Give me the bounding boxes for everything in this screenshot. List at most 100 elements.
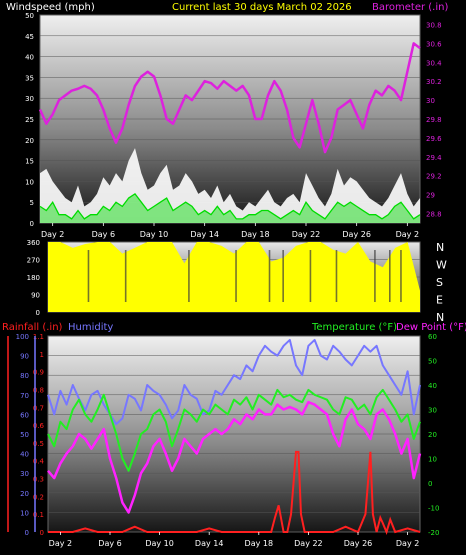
windspeed-area bbox=[40, 193, 420, 223]
humidity-tick-label: 60 bbox=[20, 411, 29, 419]
compass-label: N bbox=[436, 311, 444, 324]
x-tick-label: Day 10 bbox=[145, 539, 174, 548]
humidity-tick-label: 20 bbox=[20, 490, 29, 498]
direction-gap bbox=[124, 250, 127, 302]
x-tick-label: Day 22 bbox=[292, 230, 321, 239]
direction-gap bbox=[389, 250, 391, 302]
dewpoint-axis-title: Dew Point (°F) bbox=[396, 322, 466, 333]
windspeed-tick-label: 30 bbox=[25, 95, 34, 103]
humidity-axis-title: Humidity bbox=[68, 322, 113, 333]
direction-gap bbox=[188, 250, 190, 302]
rainfall-tick-label: 0.8 bbox=[33, 386, 44, 394]
rainfall-tick-label: 0.2 bbox=[33, 493, 44, 501]
barometer-tick-label: 29.2 bbox=[426, 173, 442, 181]
rainfall-tick-label: 0.7 bbox=[33, 404, 44, 412]
x-tick-label: Day 2 bbox=[49, 539, 72, 548]
wind-direction-series bbox=[48, 242, 420, 312]
direction-tick-label: 270 bbox=[27, 257, 40, 265]
x-tick-label: Day 26 bbox=[344, 539, 373, 548]
rainfall-axis-title: Rainfall (.in) bbox=[2, 322, 63, 333]
rainfall-y-ticks: 0 0.1 0.2 0.3 0.4 0.5 0.6 0.7 0.8 0.9 1 1.1 bbox=[33, 333, 45, 537]
direction-tick-label: 360 bbox=[27, 239, 40, 247]
barometer-line bbox=[38, 42, 421, 154]
windspeed-tick-label: 10 bbox=[25, 178, 34, 186]
humidity-y-ticks: 0 10 20 30 40 50 60 70 80 90 100 bbox=[16, 333, 29, 537]
barometer-tick-label: 29.8 bbox=[426, 116, 442, 124]
humidity-tick-label: 30 bbox=[20, 470, 29, 478]
temperature-series bbox=[47, 388, 421, 472]
humidity-tick-label: 70 bbox=[20, 392, 29, 400]
humidity-tick-label: 80 bbox=[20, 372, 29, 380]
x-tick-label: Day 2 bbox=[396, 539, 419, 548]
rainfall-line bbox=[48, 450, 421, 535]
compass-label: W bbox=[436, 259, 447, 272]
rainfall-tick-label: 0.4 bbox=[33, 458, 45, 466]
rainfall-tick-label: 1.1 bbox=[33, 333, 44, 341]
humidity-tick-label: 40 bbox=[20, 451, 29, 459]
wind-barometer-x-ticks: Day 2 Day 6 Day 10 Day 14 Day 18 Day 22 Day 26… bbox=[41, 223, 419, 239]
temperature-tick-label: -10 bbox=[428, 505, 439, 513]
dewpoint-line bbox=[47, 400, 422, 514]
gust-series bbox=[40, 148, 420, 223]
humidity-tick-label: 90 bbox=[20, 353, 29, 361]
direction-gap bbox=[268, 250, 271, 302]
temperature-axis-title: Temperature (°F) bbox=[311, 322, 397, 333]
x-tick-label: Day 6 bbox=[92, 230, 115, 239]
gust-area bbox=[40, 148, 420, 223]
barometer-tick-label: 30.2 bbox=[426, 78, 442, 86]
direction-tick-label: 90 bbox=[31, 292, 40, 300]
x-tick-label: Day 26 bbox=[342, 230, 371, 239]
direction-gap bbox=[87, 250, 90, 302]
windspeed-tick-label: 35 bbox=[25, 74, 34, 82]
temperature-tick-label: 10 bbox=[428, 456, 437, 464]
chart-period-title: Current last 30 days March 02 2026 bbox=[172, 2, 352, 13]
humidity-tick-label: 10 bbox=[20, 509, 29, 517]
x-tick-label: Day 2 bbox=[396, 230, 419, 239]
rainfall-series bbox=[48, 450, 421, 535]
temperature-tick-label: 60 bbox=[428, 333, 437, 341]
windspeed-axis-title: Windspeed (mph) bbox=[6, 2, 95, 13]
humidity-tick-label: 50 bbox=[20, 431, 29, 439]
direction-gap bbox=[282, 250, 284, 302]
temperature-tick-label: 40 bbox=[428, 382, 437, 390]
barometer-tick-label: 29.4 bbox=[426, 154, 442, 162]
rainfall-tick-label: 0.1 bbox=[33, 511, 44, 519]
windspeed-y-ticks: 0 5 10 15 20 25 30 35 40 45 50 bbox=[25, 12, 34, 228]
windspeed-tick-label: 15 bbox=[25, 158, 34, 166]
barometer-tick-label: 30.6 bbox=[426, 40, 442, 48]
x-tick-label: Day 10 bbox=[140, 230, 169, 239]
rainfall-tick-label: 0.3 bbox=[33, 476, 44, 484]
temperature-y-ticks: -20 -10 0 10 20 30 40 50 60 bbox=[428, 333, 439, 537]
barometer-tick-label: 30.4 bbox=[426, 59, 442, 67]
barometer-tick-label: 30 bbox=[426, 97, 435, 105]
direction-tick-label: 0 bbox=[36, 309, 40, 317]
barometer-series bbox=[38, 42, 421, 154]
temperature-tick-label: 20 bbox=[428, 431, 437, 439]
humidity-tick-label: 0 bbox=[25, 529, 29, 537]
temperature-tick-label: 50 bbox=[428, 358, 437, 366]
temperature-line bbox=[47, 388, 421, 472]
direction-tick-label: 180 bbox=[27, 274, 40, 282]
direction-gap bbox=[235, 250, 237, 302]
direction-gap bbox=[374, 250, 376, 302]
compass-label: S bbox=[436, 276, 443, 289]
barometer-tick-label: 29.6 bbox=[426, 135, 442, 143]
windspeed-tick-label: 25 bbox=[25, 116, 34, 124]
compass-label: N bbox=[436, 241, 444, 254]
barometer-tick-label: 30.8 bbox=[426, 21, 442, 29]
windspeed-tick-label: 45 bbox=[25, 33, 34, 41]
windspeed-tick-label: 5 bbox=[30, 199, 34, 207]
temperature-tick-label: 30 bbox=[428, 407, 437, 415]
dewpoint-series bbox=[47, 400, 422, 514]
windspeed-line bbox=[39, 193, 421, 220]
rainfall-tick-label: 1 bbox=[40, 351, 44, 359]
humidity-tick-label: 100 bbox=[16, 333, 29, 341]
wind-direction-y-ticks: 0 90 180 270 360 bbox=[27, 239, 40, 317]
windspeed-tick-label: 0 bbox=[30, 220, 34, 228]
x-tick-label: Day 18 bbox=[245, 539, 274, 548]
compass-label: E bbox=[436, 294, 443, 307]
temperature-tick-label: 0 bbox=[428, 480, 432, 488]
